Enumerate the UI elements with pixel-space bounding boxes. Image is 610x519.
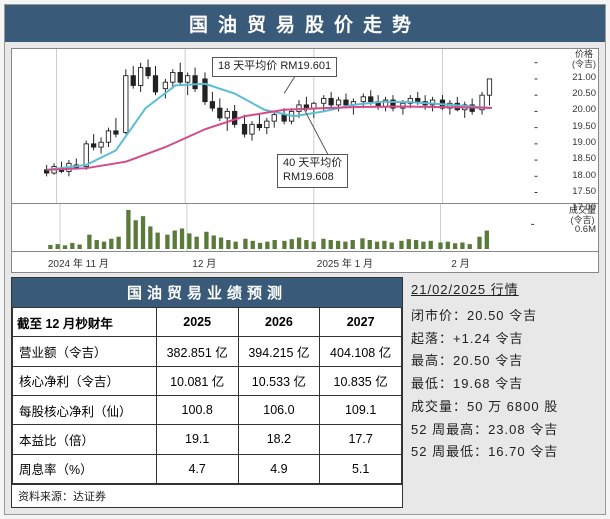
quote-line: 最低：19.68 令吉 bbox=[411, 373, 597, 396]
forecast-cell: 109.1 bbox=[320, 395, 402, 424]
y-tick: 20.50 bbox=[572, 88, 596, 99]
quote-line: 52 周最低：16.70 令吉 bbox=[411, 441, 597, 464]
quote-line: 最高：20.50 令吉 bbox=[411, 350, 597, 373]
forecast-cell: 10.533 亿 bbox=[238, 366, 320, 395]
panel-title: 国油贸易股价走势 bbox=[5, 5, 605, 42]
forecast-cell: 5.1 bbox=[320, 454, 402, 483]
forecast-table: 国油贸易业绩预测 截至 12 月杪财年202520262027 营业额（令吉）38… bbox=[11, 277, 403, 508]
quote-date: 21/02/2025 行情 bbox=[411, 279, 597, 302]
y-tick: 17.50 bbox=[572, 186, 596, 197]
forecast-cell: 17.7 bbox=[320, 425, 402, 454]
forecast-cell: 382.851 亿 bbox=[156, 337, 238, 366]
x-tick-label: 2025 年 1 月 bbox=[317, 255, 373, 270]
price-chart: 价格(令吉) 21.0020.5020.0019.5019.0018.5018.… bbox=[12, 49, 598, 204]
chart-zone: 价格(令吉) 21.0020.5020.0019.5019.0018.5018.… bbox=[11, 48, 599, 273]
y-ticks: 21.00 20.50 20.00 19.50 19.00 18.50 18.00 17.50… bbox=[562, 67, 596, 203]
y-tick: 19.00 bbox=[572, 137, 596, 148]
forecast-cell: 10.835 亿 bbox=[320, 366, 402, 395]
ma40-callout: 40 天平均价RM19.608 bbox=[277, 154, 348, 188]
quote-line: 52 周最高：23.08 令吉 bbox=[411, 419, 597, 442]
ma18-callout: 18 天平均价 RM19.601 bbox=[212, 57, 337, 77]
y-tick: 18.00 bbox=[572, 170, 596, 181]
y-tick: 21.00 bbox=[572, 72, 596, 83]
time-axis: 2024 年 11 月 12 月 2025 年 1 月 2 月 bbox=[12, 252, 598, 272]
forecast-cell: 4.7 bbox=[156, 454, 238, 483]
volume-chart: 成交量(令吉) 0.6M bbox=[12, 204, 598, 252]
x-tick-label: 2 月 bbox=[451, 255, 469, 270]
forecast-header: 截至 12 月杪财年 bbox=[13, 308, 157, 337]
bottom-row: 国油贸易业绩预测 截至 12 月杪财年202520262027 营业额（令吉）38… bbox=[5, 277, 605, 514]
forecast-row-label: 每股核心净利（仙） bbox=[13, 395, 157, 424]
forecast-row-label: 核心净利（令吉） bbox=[13, 366, 157, 395]
quote-line: 起落：+1.24 令吉 bbox=[411, 328, 597, 351]
quote-box: 21/02/2025 行情 闭市价：20.50 令吉起落：+1.24 令吉最高：… bbox=[409, 277, 599, 508]
forecast-cell: 19.1 bbox=[156, 425, 238, 454]
forecast-grid: 截至 12 月杪财年202520262027 营业额（令吉）382.851 亿39… bbox=[12, 307, 402, 484]
x-tick-label: 2024 年 11 月 bbox=[48, 255, 109, 270]
quote-line: 成交量：50 万 6800 股 bbox=[411, 396, 597, 419]
y-tick: 18.50 bbox=[572, 153, 596, 164]
y-tick: 20.00 bbox=[572, 104, 596, 115]
forecast-cell: 404.108 亿 bbox=[320, 337, 402, 366]
volume-label: 成交量(令吉) bbox=[569, 206, 596, 226]
forecast-year: 2026 bbox=[238, 308, 320, 337]
forecast-cell: 10.081 亿 bbox=[156, 366, 238, 395]
x-tick-label: 12 月 bbox=[192, 255, 216, 270]
quote-line: 闭市价：20.50 令吉 bbox=[411, 305, 597, 328]
forecast-row-label: 周息率（%） bbox=[13, 454, 157, 483]
forecast-row-label: 本益比（倍） bbox=[13, 425, 157, 454]
y-tick: 19.50 bbox=[572, 121, 596, 132]
forecast-year: 2027 bbox=[320, 308, 402, 337]
forecast-cell: 100.8 bbox=[156, 395, 238, 424]
forecast-cell: 4.9 bbox=[238, 454, 320, 483]
forecast-source: 资料来源：达证券 bbox=[12, 484, 402, 507]
volume-svg bbox=[12, 204, 598, 251]
forecast-year: 2025 bbox=[156, 308, 238, 337]
stock-panel: 国油贸易股价走势 价格(令吉) 21.0020.5020.0019.5019.0… bbox=[4, 4, 606, 515]
forecast-cell: 106.0 bbox=[238, 395, 320, 424]
forecast-cell: 18.2 bbox=[238, 425, 320, 454]
forecast-row-label: 营业额（令吉） bbox=[13, 337, 157, 366]
volume-tick: 0.6M bbox=[575, 224, 596, 235]
forecast-title: 国油贸易业绩预测 bbox=[12, 278, 402, 307]
forecast-cell: 394.215 亿 bbox=[238, 337, 320, 366]
